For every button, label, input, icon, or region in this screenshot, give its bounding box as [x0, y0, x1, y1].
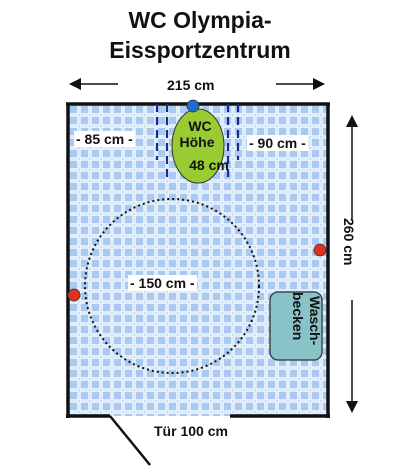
- door-label: Tür 100 cm: [154, 423, 228, 439]
- sink-label-line-1: Wasch-: [307, 296, 323, 346]
- left-wall-marker: [67, 288, 81, 302]
- width-total-label: 215 cm: [167, 77, 215, 93]
- left-clearance-label: - 85 cm -: [74, 131, 135, 147]
- room-depth-label: 260 cm: [341, 218, 357, 266]
- wc-height-value: 48 cm: [189, 157, 229, 173]
- sink-label-line-2: becken: [290, 292, 306, 341]
- turning-circle: [84, 198, 260, 374]
- right-wall-marker: [313, 243, 327, 257]
- wc-label: WC: [188, 118, 212, 134]
- sink: [269, 291, 323, 361]
- wc-height-label: Höhe: [179, 134, 215, 150]
- title-line-2: Eissportzentrum: [109, 37, 291, 63]
- title-line-1: WC Olympia-: [128, 7, 272, 33]
- right-clearance-label: - 90 cm -: [247, 135, 308, 151]
- grab-bars: [155, 104, 240, 180]
- turning-circle-label: - 150 cm -: [128, 275, 197, 291]
- room-walls: [66, 102, 330, 418]
- flush-button-marker: [186, 99, 200, 113]
- door-leaf: [109, 415, 151, 466]
